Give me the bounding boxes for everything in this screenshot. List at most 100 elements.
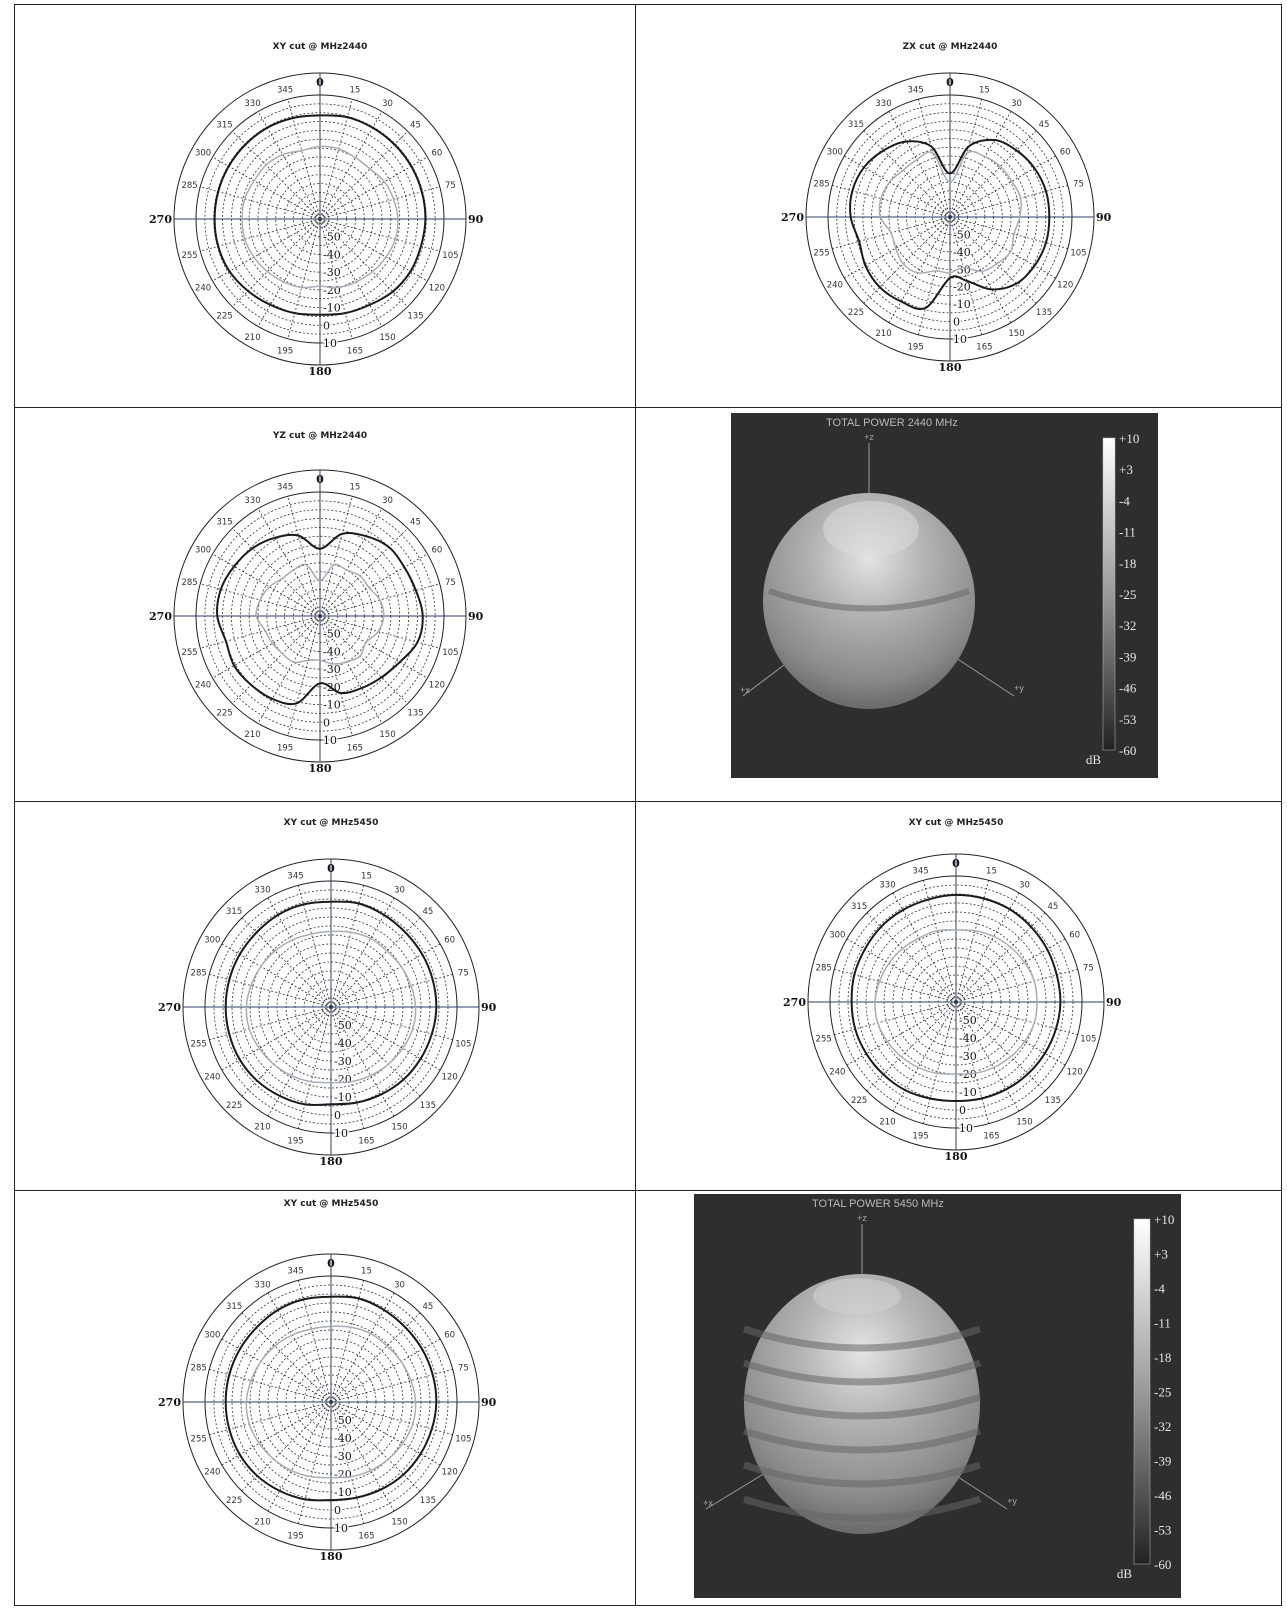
colorbar-tick: -25 <box>1119 587 1136 602</box>
angle-label: 120 <box>442 1468 458 1478</box>
radial-label: -40 <box>323 645 341 658</box>
angle-label: 45 <box>1047 902 1058 912</box>
surface-ripple <box>742 1325 982 1352</box>
grid-spoke <box>221 1338 332 1403</box>
grid-spoke <box>241 917 332 1008</box>
angle-label: 120 <box>429 681 445 691</box>
grid-spoke <box>257 111 321 220</box>
angle-label: 90 <box>468 213 484 226</box>
angle-label: 180 <box>320 1155 343 1168</box>
angle-label: 255 <box>181 648 197 658</box>
angle-label: 60 <box>431 546 442 556</box>
grid-spoke <box>892 1001 957 1112</box>
grid-spoke <box>330 1280 364 1403</box>
series-2-curve <box>874 929 1038 1075</box>
grid-spoke <box>955 912 1046 1003</box>
angle-label: 240 <box>195 284 211 294</box>
grid-spoke <box>330 1401 421 1492</box>
grid-spoke <box>923 880 957 1003</box>
angle-label: 60 <box>444 1331 455 1341</box>
grid-spoke <box>319 615 440 649</box>
grid-spoke <box>330 1401 395 1512</box>
grid-spoke <box>232 218 321 307</box>
grid-spoke <box>287 496 321 617</box>
angle-label: 30 <box>1011 99 1022 109</box>
cell-3d-2440: TOTAL POWER 2440 MHz +z +x +y +10 +3 -4 -11 -18 -… <box>635 407 1282 802</box>
total-power-2440-panel: TOTAL POWER 2440 MHz +z +x +y +10 +3 -4 -11 -18 -… <box>731 413 1158 778</box>
series-2-curve <box>878 150 1022 274</box>
radial-label: -10 <box>953 298 971 311</box>
angle-label: 120 <box>1067 1068 1083 1078</box>
grid-spoke <box>955 938 1066 1003</box>
grid-spoke <box>319 99 353 220</box>
polar-plot-xy-5450-a: XY cut @ MHz5450 0 15 30 45 60 75 90 105 120 135 15… <box>158 818 497 1168</box>
angle-label: 180 <box>309 365 332 378</box>
total-power-2440-plot: TOTAL POWER 2440 MHz +z +x +y +10 +3 -4 -11 -18 -… <box>740 417 1139 767</box>
grid-spoke <box>319 186 440 220</box>
angle-label: 240 <box>829 1068 845 1078</box>
angle-label: 90 <box>1096 211 1112 224</box>
series-1-curve <box>216 532 424 706</box>
angle-label: 105 <box>1070 248 1086 258</box>
grid-spoke <box>330 1006 395 1117</box>
total-power-5450-panel: TOTAL POWER 5450 MHz +z +x +y +10 +3 -4 -11 -18 -… <box>694 1194 1181 1598</box>
angle-label: 90 <box>468 610 484 623</box>
grid-spoke <box>330 943 441 1008</box>
angle-label: 285 <box>191 969 207 979</box>
grid-spoke <box>319 615 353 736</box>
angle-label: 285 <box>816 964 832 974</box>
angle-label: 180 <box>945 1150 968 1163</box>
grid-spoke <box>232 615 321 704</box>
angle-label: 255 <box>191 1434 207 1444</box>
grid-spoke <box>298 1401 332 1524</box>
y-axis-label: +y <box>1007 1496 1017 1506</box>
radiation-surface <box>763 493 975 709</box>
angle-label: 285 <box>813 180 829 190</box>
grid-spoke <box>330 897 395 1008</box>
grid-spoke <box>232 131 321 220</box>
radial-label: 0 <box>334 1109 341 1122</box>
colorbar-tick: -4 <box>1154 1281 1165 1296</box>
angle-label: 210 <box>254 1123 270 1133</box>
radial-label: 0 <box>953 316 960 329</box>
angle-label: 255 <box>816 1034 832 1044</box>
radial-label: 10 <box>323 337 337 350</box>
colorbar-tick: +10 <box>1154 1212 1174 1227</box>
grid-spoke <box>892 892 957 1003</box>
radial-label: 10 <box>334 1522 348 1535</box>
cell-xy-5450-c: XY cut @ MHz5450 0 15 30 45 60 75 90 105 120 135 15… <box>14 1190 636 1606</box>
angle-label: 135 <box>1045 1096 1061 1106</box>
angle-label: 45 <box>410 121 421 131</box>
colorbar-tick: -25 <box>1154 1385 1171 1400</box>
grid-spoke <box>319 496 353 617</box>
grid-spoke <box>319 615 408 704</box>
angle-label: 270 <box>149 213 172 226</box>
angle-label: 120 <box>1057 281 1073 291</box>
radial-label: -10 <box>323 302 341 315</box>
grid-spoke <box>866 912 957 1003</box>
colorbar-unit: dB <box>1086 752 1102 767</box>
cell-zx-2440: ZX cut @ MHz2440 0 15 30 45 60 75 90 105 120 135 15… <box>635 4 1282 408</box>
angle-label: 255 <box>181 251 197 261</box>
grid-spoke <box>918 216 951 335</box>
angle-label: 90 <box>1106 996 1122 1009</box>
angle-label: 30 <box>382 99 393 109</box>
grid-spoke <box>267 1401 332 1512</box>
angle-label: 210 <box>875 329 891 339</box>
polar-plot-xy-2440: XY cut @ MHz2440 0 15 30 45 60 75 90 105 120 135 15… <box>149 42 484 378</box>
radiation-surface <box>744 1274 980 1534</box>
polar-title: XY cut @ MHz5450 <box>909 818 1004 828</box>
angle-label: 180 <box>939 361 962 374</box>
angle-label: 105 <box>455 1039 471 1049</box>
total-power-5450-plot: TOTAL POWER 5450 MHz +z +x +y +10 +3 -4 -11 -18 -… <box>703 1198 1174 1581</box>
radial-label: -40 <box>959 1032 977 1045</box>
angle-label: 300 <box>195 149 211 159</box>
angle-label: 300 <box>204 936 220 946</box>
grid-spoke <box>955 880 989 1003</box>
grid-spoke <box>949 216 1037 304</box>
angle-label: 135 <box>420 1496 436 1506</box>
grid-spoke <box>923 1001 957 1124</box>
cell-xy-2440: XY cut @ MHz2440 0 15 30 45 60 75 90 105 120 135 15… <box>14 4 636 408</box>
radial-label: -50 <box>953 228 971 241</box>
angle-label: 120 <box>429 284 445 294</box>
